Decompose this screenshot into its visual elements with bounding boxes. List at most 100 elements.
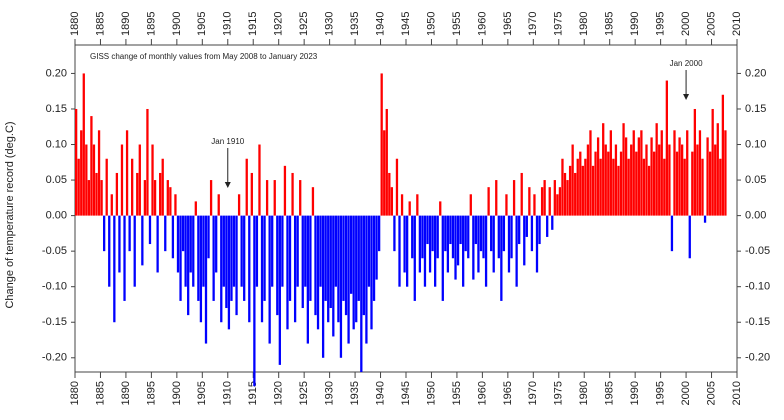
bar bbox=[161, 158, 164, 216]
bar bbox=[678, 137, 681, 216]
bar bbox=[439, 201, 442, 216]
bar bbox=[525, 215, 528, 237]
bar bbox=[434, 215, 437, 287]
bar bbox=[311, 187, 315, 216]
bar bbox=[647, 165, 651, 216]
bar bbox=[212, 215, 215, 301]
bar bbox=[153, 180, 157, 216]
x-tick-label: 1910 bbox=[222, 381, 234, 405]
bar bbox=[314, 215, 317, 316]
y-tick-label: 0.10 bbox=[46, 138, 67, 150]
bar bbox=[444, 215, 447, 252]
bar bbox=[640, 130, 643, 216]
bar bbox=[255, 215, 259, 287]
bar bbox=[385, 108, 388, 216]
bar bbox=[484, 215, 488, 287]
x-tick-label: 1890 bbox=[120, 381, 132, 405]
bar bbox=[698, 130, 702, 216]
bar bbox=[624, 137, 628, 216]
bar bbox=[120, 144, 124, 216]
bar bbox=[398, 215, 401, 287]
bar bbox=[217, 194, 220, 216]
bar bbox=[505, 194, 508, 216]
bar bbox=[352, 215, 355, 330]
bar bbox=[604, 144, 607, 216]
bar bbox=[418, 215, 422, 273]
bar bbox=[395, 158, 399, 216]
y-tick-label: 0.20 bbox=[745, 67, 766, 79]
y-tick-label: -0.15 bbox=[745, 316, 770, 328]
bar bbox=[431, 215, 434, 252]
y-tick-label: 0.00 bbox=[745, 210, 766, 222]
x-tick-label: 1965 bbox=[502, 381, 514, 405]
bar bbox=[108, 215, 111, 287]
bar bbox=[487, 187, 490, 216]
bar bbox=[159, 172, 162, 216]
bar bbox=[576, 158, 579, 216]
bar bbox=[568, 165, 572, 216]
x-tick-label: 1880 bbox=[69, 12, 81, 36]
bar bbox=[449, 215, 452, 245]
bar bbox=[316, 215, 320, 330]
x-tick-label: 1950 bbox=[425, 381, 437, 405]
bar bbox=[393, 215, 396, 252]
bar bbox=[306, 215, 309, 344]
bar bbox=[528, 187, 531, 216]
bar bbox=[637, 137, 640, 216]
bar bbox=[263, 215, 266, 301]
x-tick-label: 2000 bbox=[680, 12, 692, 36]
x-tick-label: 1980 bbox=[578, 381, 590, 405]
bar bbox=[321, 215, 325, 358]
bar bbox=[411, 215, 414, 259]
bar bbox=[474, 215, 478, 245]
bar bbox=[535, 215, 539, 273]
bar bbox=[477, 215, 480, 273]
bar bbox=[184, 215, 187, 287]
bar bbox=[721, 94, 725, 216]
bar bbox=[462, 215, 465, 287]
bar bbox=[602, 123, 605, 216]
bar bbox=[680, 144, 684, 216]
x-tick-label: 1975 bbox=[553, 12, 565, 36]
x-tick-label: 1960 bbox=[476, 381, 488, 405]
y-tick-label: -0.20 bbox=[42, 352, 67, 364]
bar bbox=[197, 215, 200, 301]
bar bbox=[202, 215, 205, 287]
bar bbox=[714, 144, 717, 216]
x-tick-label: 1940 bbox=[374, 12, 386, 36]
y-tick-label: -0.20 bbox=[745, 352, 770, 364]
bar bbox=[296, 215, 299, 287]
bar bbox=[497, 215, 500, 259]
bar bbox=[260, 215, 264, 323]
bar bbox=[265, 180, 269, 216]
bar bbox=[377, 215, 381, 252]
bar bbox=[360, 215, 363, 372]
bar bbox=[451, 215, 455, 259]
bar bbox=[548, 187, 551, 216]
x-tick-label: 2005 bbox=[705, 381, 717, 405]
x-tick-label: 1925 bbox=[298, 12, 310, 36]
x-tick-label: 1910 bbox=[222, 12, 234, 36]
bar bbox=[171, 215, 175, 259]
x-tick-label: 1940 bbox=[374, 381, 386, 405]
bar bbox=[673, 130, 676, 216]
bar bbox=[627, 158, 630, 216]
x-tick-label: 1990 bbox=[629, 12, 641, 36]
y-tick-label: 0.00 bbox=[46, 210, 67, 222]
bar bbox=[645, 144, 648, 216]
bar bbox=[428, 215, 432, 273]
bar bbox=[286, 215, 289, 330]
x-tick-label: 1945 bbox=[400, 381, 412, 405]
x-tick-label: 1960 bbox=[476, 12, 488, 36]
bar bbox=[441, 215, 444, 301]
bar bbox=[355, 215, 358, 323]
x-tick-label: 1930 bbox=[324, 12, 336, 36]
x-tick-label: 1955 bbox=[451, 381, 463, 405]
bar bbox=[614, 144, 618, 216]
bar bbox=[169, 187, 172, 216]
bar bbox=[146, 108, 149, 216]
bar bbox=[131, 158, 134, 216]
x-tick-label: 1890 bbox=[120, 12, 132, 36]
bar bbox=[174, 194, 177, 216]
bar bbox=[558, 187, 562, 216]
